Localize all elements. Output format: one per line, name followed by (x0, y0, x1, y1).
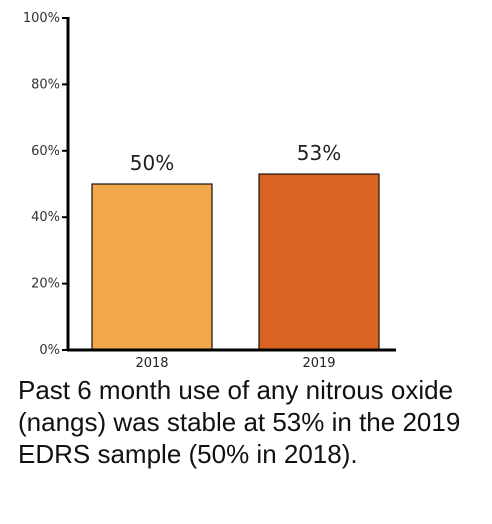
y-tick-label: 80% (31, 77, 60, 92)
y-tick-label: 0% (39, 343, 60, 358)
y-tick-label: 60% (31, 144, 60, 159)
x-tick-label: 2018 (135, 356, 168, 370)
y-tick-label: 40% (31, 210, 60, 225)
bar-2019 (258, 173, 380, 351)
x-tick-label: 2019 (302, 356, 335, 370)
y-axis-ticks: 0% 20% 40% 60% 80% 100% (23, 11, 68, 358)
bars: 50% 2018 53% 2019 (91, 141, 380, 370)
chart-caption: Past 6 month use of any nitrous oxide (n… (18, 375, 461, 469)
data-label-2019: 53% (297, 141, 341, 165)
y-tick-label: 20% (31, 277, 60, 292)
bar-chart: 0% 20% 40% 60% 80% 100% 50% 2018 53% 2019 (23, 11, 396, 370)
data-label-2018: 50% (130, 151, 174, 175)
y-tick-label: 100% (23, 11, 60, 26)
bar-2018 (91, 183, 213, 351)
